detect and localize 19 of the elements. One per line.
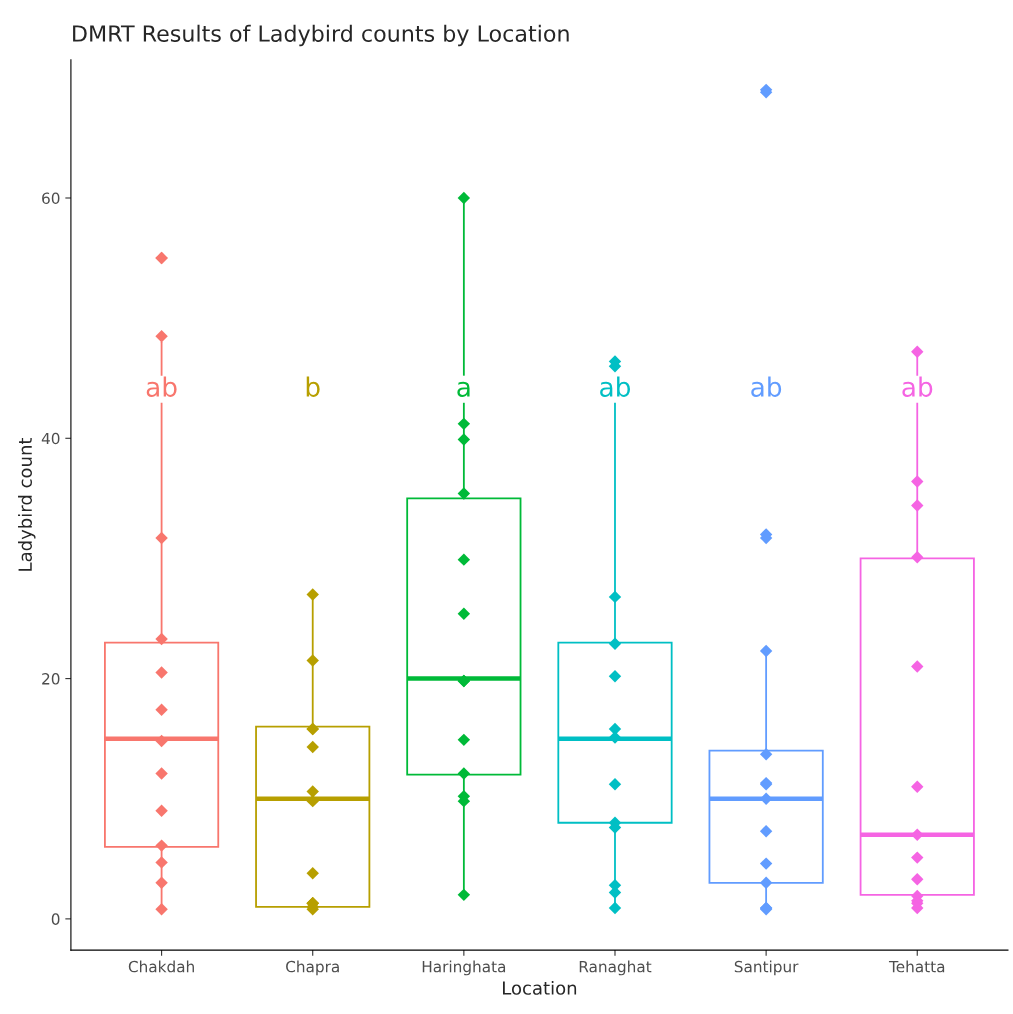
x-tick-label: Chapra [286, 960, 339, 976]
annotation: a [457, 381, 470, 397]
annotation: ab [902, 376, 933, 397]
y-tick-label: 60 [42, 192, 60, 205]
annotation: ab [600, 376, 631, 397]
y-tick-label: 20 [42, 673, 60, 685]
y-tick-label: 0 [51, 913, 60, 925]
x-axis-title: Location [503, 980, 577, 995]
chart-title: DMRT Results of Ladybird counts by Location [73, 24, 569, 47]
annotation: ab [146, 376, 177, 397]
y-axis-title: Ladybird count [18, 437, 36, 571]
annotation: ab [751, 376, 782, 397]
x-tick-label: Santipur [734, 960, 799, 976]
x-tick-label: Chakdah [128, 960, 194, 973]
x-tick-label: Tehatta [888, 960, 945, 973]
x-tick-label: Ranaghat [579, 960, 652, 976]
x-tick-label: Haringhata [422, 960, 506, 976]
annotation: b [306, 376, 320, 397]
y-tick-label: 40 [41, 432, 60, 445]
